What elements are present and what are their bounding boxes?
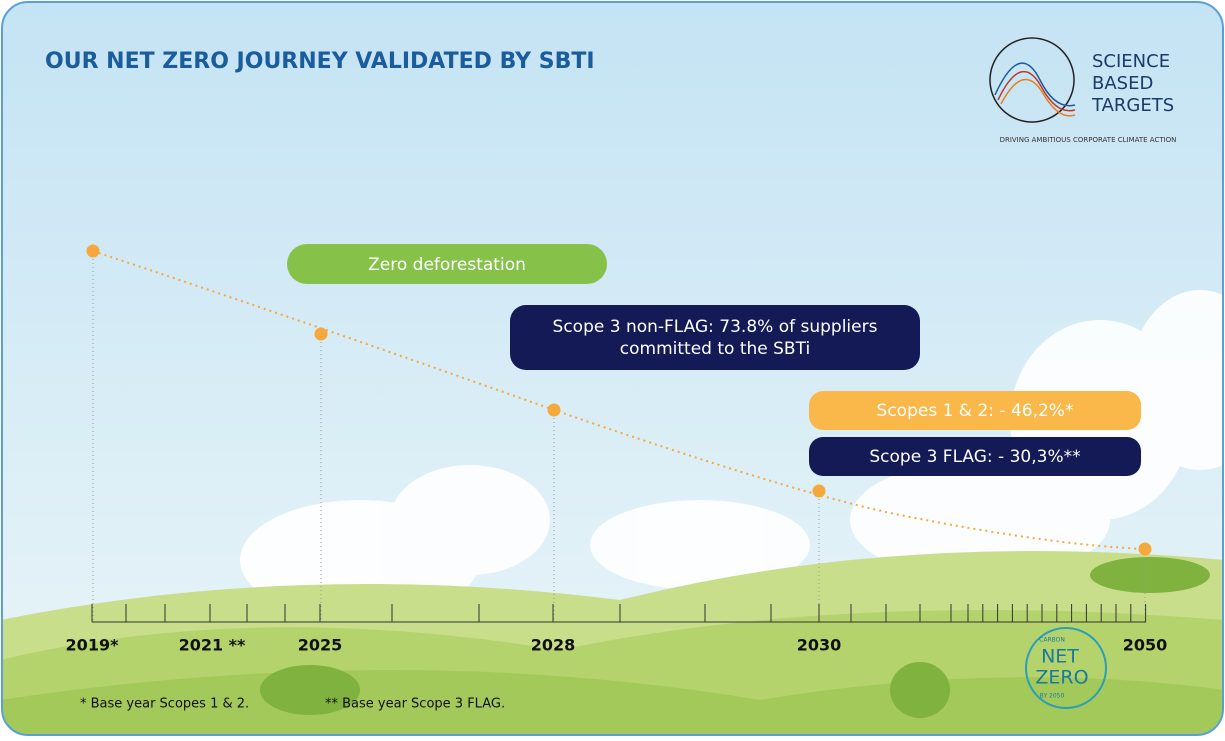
milestone-point (86, 244, 100, 258)
milestone-box (809, 391, 1141, 430)
milestone-point (812, 484, 826, 498)
milestone-text: Zero deforestation (368, 255, 526, 275)
milestone-box (287, 244, 607, 284)
trajectory (92, 250, 1146, 550)
title: OUR NET ZERO JOURNEY VALIDATED BY SBTI (45, 49, 595, 74)
logo-line: SCIENCE (1092, 51, 1170, 72)
badge-text: ZERO (1035, 667, 1088, 689)
milestone-text: committed to the SBTi (620, 339, 810, 359)
year-label: 2025 (298, 636, 343, 655)
year-labels: 2019* 2021 ** 2025 2028 2030 2050 (66, 636, 1168, 655)
drop-lines (92, 251, 1146, 622)
badge-text: CARBON (1039, 637, 1065, 644)
bushes (260, 557, 1210, 718)
timeline-axis (91, 604, 1147, 623)
footnote: * Base year Scopes 1 & 2. (80, 697, 249, 712)
milestone-point (547, 403, 561, 417)
logo-tagline: DRIVING AMBITIOUS CORPORATE CLIMATE ACTI… (1000, 136, 1177, 144)
milestone-box (510, 305, 920, 370)
milestone-point (314, 327, 328, 341)
year-label: 2030 (797, 636, 842, 655)
logo-line: TARGETS (1091, 95, 1174, 116)
logo-line: BASED (1092, 73, 1153, 94)
milestone-points (86, 244, 1152, 556)
milestone-point (1138, 542, 1152, 556)
sbti-logo: SCIENCE BASED TARGETS DRIVING AMBITIOUS … (989, 37, 1177, 144)
year-label: 2050 (1123, 636, 1168, 655)
footnote: ** Base year Scope 3 FLAG. (325, 697, 505, 712)
milestone-text: Scope 3 non-FLAG: 73.8% of suppliers (553, 317, 878, 337)
year-label: 2021 ** (179, 636, 246, 655)
milestone-text: Scope 3 FLAG: - 30,3%** (869, 447, 1080, 467)
badge-text: NET (1041, 646, 1079, 668)
net-zero-badge: CARBON NET ZERO BY 2050 (1025, 627, 1107, 709)
milestone-box (809, 437, 1141, 476)
year-label: 2028 (531, 636, 576, 655)
year-label: 2019* (66, 636, 120, 655)
milestone-text: Scopes 1 & 2: - 46,2%* (877, 401, 1074, 421)
badge-text: BY 2050 (1040, 693, 1065, 700)
